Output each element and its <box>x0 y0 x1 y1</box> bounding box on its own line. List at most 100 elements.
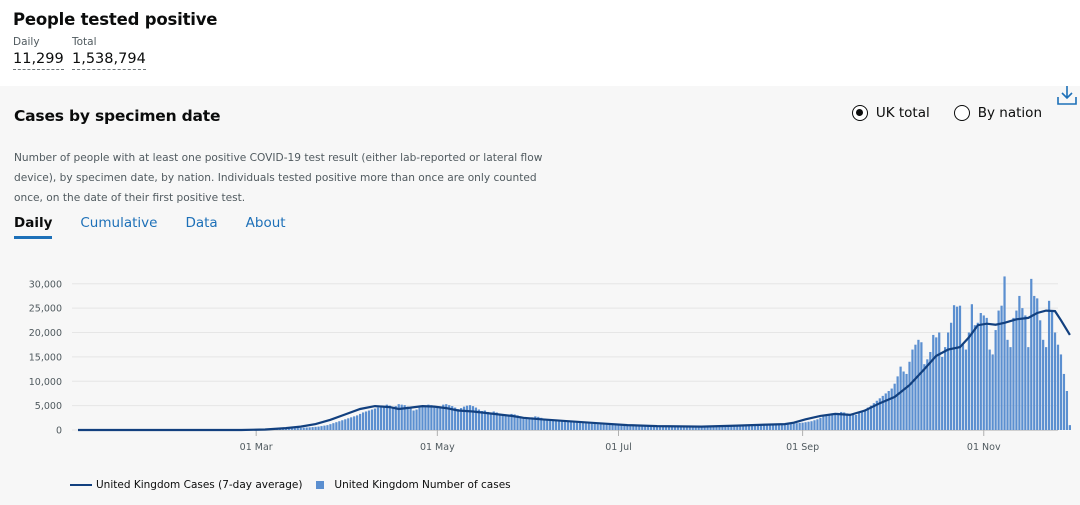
case-bar[interactable] <box>783 424 786 430</box>
case-bar[interactable] <box>338 421 341 430</box>
case-bar[interactable] <box>519 416 522 430</box>
case-bar[interactable] <box>448 405 451 430</box>
case-bar[interactable] <box>489 412 492 430</box>
case-bar[interactable] <box>344 419 347 430</box>
case-bar[interactable] <box>1027 347 1030 430</box>
case-bar[interactable] <box>623 425 626 430</box>
case-bar[interactable] <box>593 423 596 430</box>
case-bar[interactable] <box>359 413 362 430</box>
case-bar[interactable] <box>510 413 513 430</box>
case-bar[interactable] <box>364 411 368 430</box>
case-bar[interactable] <box>400 404 403 430</box>
case-bar[interactable] <box>851 414 855 430</box>
radio-checked-icon[interactable] <box>851 105 868 121</box>
case-bar[interactable] <box>997 310 1000 430</box>
case-bar[interactable] <box>902 371 905 431</box>
case-bar[interactable] <box>323 425 326 430</box>
case-bar[interactable] <box>1036 298 1039 430</box>
case-bar[interactable] <box>756 425 760 430</box>
case-bar[interactable] <box>1033 295 1036 430</box>
case-bar[interactable] <box>917 339 920 430</box>
case-bar[interactable] <box>655 426 659 430</box>
case-bar[interactable] <box>296 428 299 430</box>
case-bar[interactable] <box>819 417 822 430</box>
case-bar[interactable] <box>495 412 498 430</box>
case-bar[interactable] <box>293 428 296 430</box>
daily-value[interactable]: 11,299 <box>13 50 64 70</box>
case-bar[interactable] <box>765 425 769 430</box>
case-bar[interactable] <box>1006 339 1009 430</box>
case-bar[interactable] <box>457 409 460 430</box>
case-bar[interactable] <box>994 330 997 430</box>
case-bar[interactable] <box>486 411 489 430</box>
case-bar[interactable] <box>979 313 982 430</box>
case-bar[interactable] <box>617 425 620 430</box>
download-icon[interactable] <box>1056 84 1078 106</box>
case-bar[interactable] <box>290 428 293 430</box>
case-bar[interactable] <box>1003 276 1006 430</box>
case-bar[interactable] <box>1024 315 1027 430</box>
case-bar[interactable] <box>795 423 798 430</box>
case-bar[interactable] <box>834 413 837 430</box>
case-bar[interactable] <box>816 419 819 430</box>
case-bar[interactable] <box>685 426 688 430</box>
case-bar[interactable] <box>635 425 638 430</box>
case-bar[interactable] <box>727 426 730 430</box>
case-bar[interactable] <box>804 422 807 430</box>
case-bar[interactable] <box>866 407 870 430</box>
case-bar[interactable] <box>605 424 608 430</box>
case-bar[interactable] <box>863 409 867 430</box>
case-bar[interactable] <box>952 305 956 430</box>
case-bar[interactable] <box>531 417 534 430</box>
case-bar[interactable] <box>938 332 941 431</box>
case-bar[interactable] <box>730 426 733 430</box>
case-bar[interactable] <box>403 405 406 430</box>
case-bar[interactable] <box>454 407 457 430</box>
case-bar[interactable] <box>691 426 694 430</box>
case-bar[interactable] <box>445 404 448 430</box>
case-bar[interactable] <box>418 407 421 430</box>
case-bar[interactable] <box>673 426 677 430</box>
case-bar[interactable] <box>887 391 890 430</box>
case-bar[interactable] <box>846 413 849 430</box>
case-bar[interactable] <box>774 424 777 430</box>
case-bar[interactable] <box>513 414 516 430</box>
case-bar[interactable] <box>688 426 691 430</box>
case-bar[interactable] <box>341 420 344 430</box>
case-bar[interactable] <box>798 422 801 430</box>
case-bar[interactable] <box>563 421 567 430</box>
case-bar[interactable] <box>825 415 828 430</box>
case-bar[interactable] <box>1047 300 1051 430</box>
total-value[interactable]: 1,538,794 <box>72 50 146 70</box>
case-bar[interactable] <box>1059 354 1063 430</box>
case-bar[interactable] <box>991 354 994 430</box>
case-bar[interactable] <box>1018 295 1021 430</box>
case-bar[interactable] <box>1000 305 1003 430</box>
case-bar[interactable] <box>905 373 908 430</box>
case-bar[interactable] <box>854 414 858 430</box>
case-bar[interactable] <box>694 426 697 430</box>
case-bar[interactable] <box>1021 308 1024 430</box>
case-bar[interactable] <box>555 420 558 430</box>
case-bar[interactable] <box>857 412 861 430</box>
case-bar[interactable] <box>406 406 409 430</box>
case-bar[interactable] <box>552 420 555 430</box>
case-bar[interactable] <box>801 422 804 430</box>
case-bar[interactable] <box>777 424 780 430</box>
case-bar[interactable] <box>451 406 454 430</box>
case-bar[interactable] <box>1056 344 1060 430</box>
case-bar[interactable] <box>955 306 959 430</box>
case-bar[interactable] <box>964 349 968 430</box>
case-bar[interactable] <box>860 411 864 430</box>
case-bar[interactable] <box>739 426 742 430</box>
case-bar[interactable] <box>311 427 314 430</box>
case-bar[interactable] <box>320 426 323 430</box>
case-bar[interactable] <box>391 408 394 430</box>
case-bar[interactable] <box>608 424 611 430</box>
case-bar[interactable] <box>590 423 593 430</box>
case-bar[interactable] <box>427 404 430 430</box>
case-bar[interactable] <box>442 404 445 430</box>
case-bar[interactable] <box>507 414 510 430</box>
case-bar[interactable] <box>1015 310 1018 430</box>
radio-uk-total[interactable]: UK total <box>851 105 930 121</box>
